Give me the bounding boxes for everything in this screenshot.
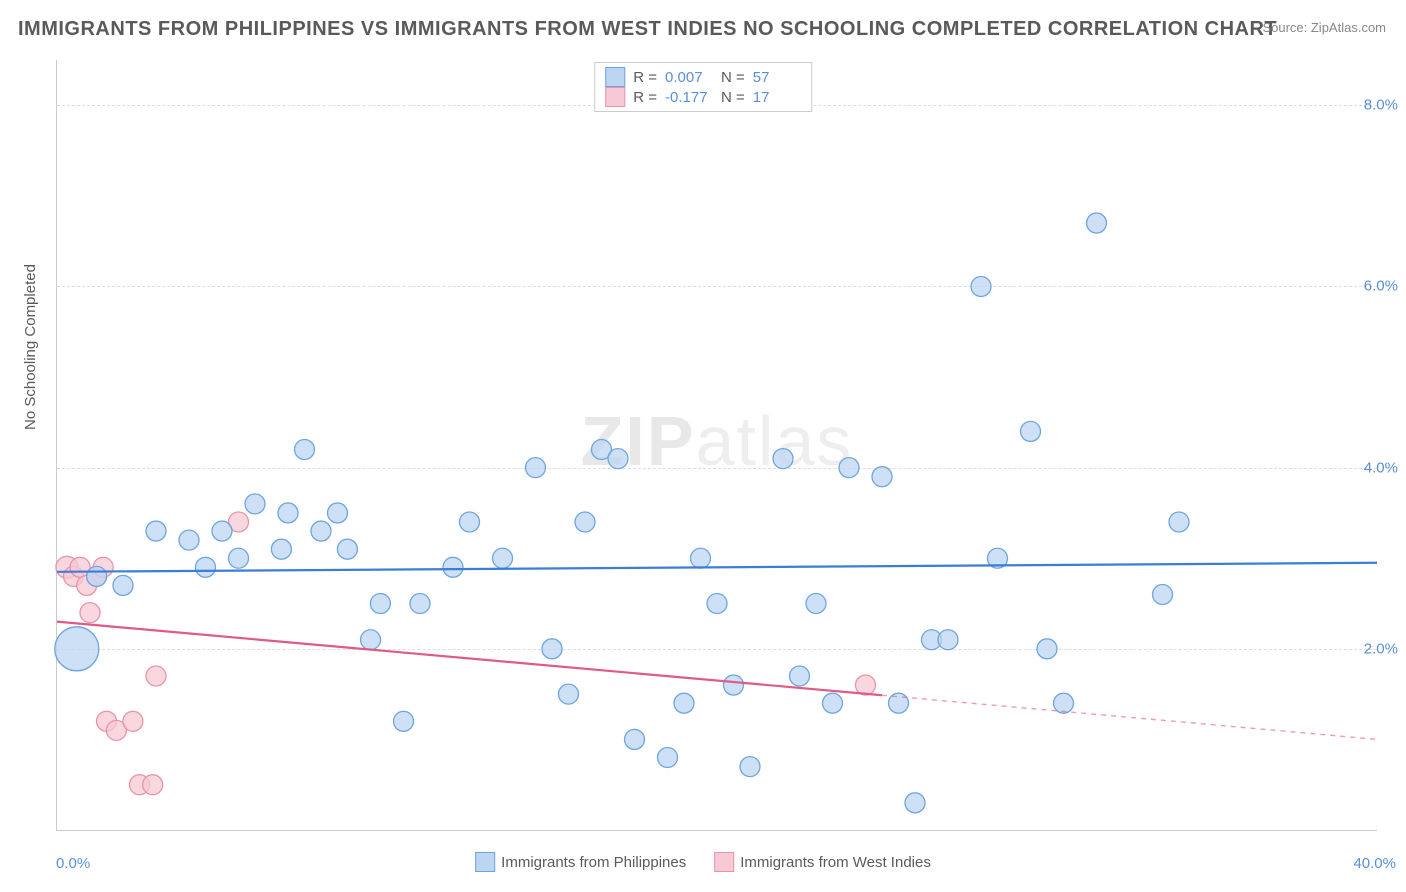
r-value: 0.007 (665, 69, 713, 86)
legend-bottom: Immigrants from Philippines Immigrants f… (475, 852, 931, 872)
legend-label: Immigrants from Philippines (501, 854, 686, 871)
r-label: R = (633, 69, 657, 86)
y-tick: 8.0% (1364, 97, 1398, 114)
swatch-icon (605, 87, 625, 107)
legend-row-west-indies: R = -0.177 N = 17 (605, 87, 801, 107)
r-value: -0.177 (665, 89, 713, 106)
r-label: R = (633, 89, 657, 106)
swatch-icon (475, 852, 495, 872)
chart-area: ZIPatlas (56, 60, 1377, 831)
scatter-plot (57, 60, 1377, 830)
n-label: N = (721, 89, 745, 106)
swatch-icon (714, 852, 734, 872)
n-value: 57 (753, 69, 801, 86)
y-tick: 4.0% (1364, 459, 1398, 476)
legend-label: Immigrants from West Indies (740, 854, 931, 871)
y-tick: 6.0% (1364, 278, 1398, 295)
n-label: N = (721, 69, 745, 86)
legend-row-philippines: R = 0.007 N = 57 (605, 67, 801, 87)
y-axis-label: No Schooling Completed (22, 264, 39, 430)
legend-item-philippines: Immigrants from Philippines (475, 852, 686, 872)
y-tick: 2.0% (1364, 640, 1398, 657)
source-label: Source: ZipAtlas.com (1262, 20, 1386, 35)
x-tick-max: 40.0% (1353, 855, 1396, 872)
legend-correlation: R = 0.007 N = 57 R = -0.177 N = 17 (594, 62, 812, 112)
n-value: 17 (753, 89, 801, 106)
swatch-icon (605, 67, 625, 87)
legend-item-west-indies: Immigrants from West Indies (714, 852, 931, 872)
chart-title: IMMIGRANTS FROM PHILIPPINES VS IMMIGRANT… (18, 18, 1277, 41)
x-tick-min: 0.0% (56, 855, 90, 872)
